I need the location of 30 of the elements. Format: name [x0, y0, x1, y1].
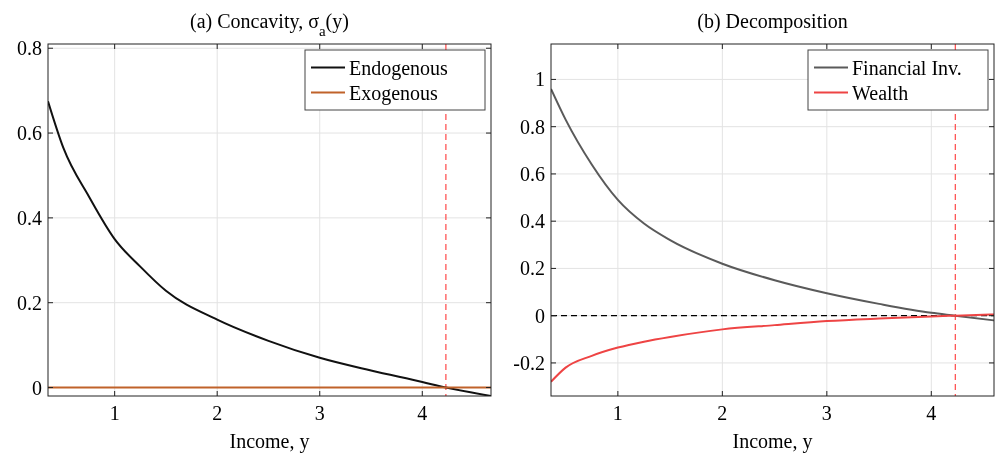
- y-tick-label: 0.4: [520, 210, 545, 233]
- legend-label: Endogenous: [349, 56, 449, 80]
- y-tick-label: 0.2: [520, 257, 545, 280]
- y-tick-label: 0: [535, 304, 545, 327]
- x-tick-label: 4: [926, 402, 937, 424]
- chart-title: (a) Concavity, σ$_{a}$(y): [190, 10, 349, 39]
- x-axis-title: Income, y: [229, 430, 310, 453]
- y-tick-label: 0.6: [520, 162, 545, 185]
- line-series: [551, 87, 994, 322]
- y-tick-label: 0.2: [17, 291, 42, 314]
- legend-label: Financial Inv.: [852, 56, 962, 79]
- y-tick-label: 0: [32, 376, 42, 399]
- legend-label: Wealth: [852, 81, 909, 104]
- chart-title: (b) Decomposition: [697, 10, 848, 33]
- x-tick-label: 2: [212, 402, 223, 424]
- y-tick-label: 0.8: [520, 115, 545, 138]
- y-tick-label: 0.4: [17, 206, 42, 229]
- y-tick-label: 0.6: [17, 122, 42, 145]
- x-tick-label: 4: [417, 402, 428, 424]
- y-tick-label: 1: [535, 68, 545, 91]
- x-tick-label: 2: [717, 402, 728, 424]
- x-axis-title: Income, y: [732, 430, 813, 453]
- line-series: [551, 313, 994, 383]
- x-tick-label: 1: [109, 402, 120, 424]
- x-tick-label: 3: [821, 402, 832, 424]
- x-tick-label: 1: [612, 402, 623, 424]
- y-tick-label: 0.8: [17, 37, 42, 60]
- legend-label: Exogenous: [349, 81, 439, 105]
- x-tick-label: 3: [314, 402, 325, 424]
- y-tick-label: -0.2: [513, 351, 545, 374]
